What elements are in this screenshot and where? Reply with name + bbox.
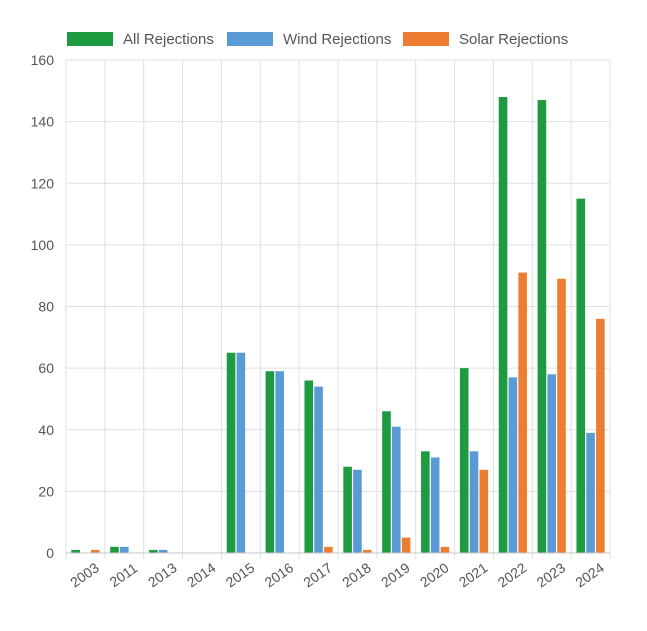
bar-solar-rejections bbox=[440, 546, 450, 553]
bar-wind-rejections bbox=[275, 371, 285, 553]
y-tick-label: 120 bbox=[31, 175, 55, 191]
bar-all-rejections bbox=[149, 549, 158, 553]
bar-wind-rejections bbox=[314, 386, 323, 553]
x-tick-label: 2023 bbox=[533, 559, 568, 590]
bar-all-rejections bbox=[71, 549, 80, 553]
bar-wind-rejections bbox=[430, 457, 440, 553]
legend-label-wind: Wind Rejections bbox=[283, 30, 392, 48]
bar-wind-rejections bbox=[508, 377, 518, 553]
x-tick-label: 2003 bbox=[67, 559, 102, 590]
y-tick-label: 0 bbox=[46, 545, 54, 561]
x-tick-label: 2024 bbox=[572, 559, 607, 590]
bar-solar-rejections bbox=[557, 278, 566, 553]
x-tick-label: 2019 bbox=[378, 559, 413, 590]
legend-label-all: All Rejections bbox=[123, 30, 214, 48]
y-tick-label: 80 bbox=[38, 299, 54, 315]
bar-solar-rejections bbox=[90, 549, 100, 553]
x-tick-label: 2011 bbox=[106, 560, 140, 590]
bar-wind-rejections bbox=[469, 451, 479, 553]
legend-label-solar: Solar Rejections bbox=[459, 30, 569, 48]
y-tick-label: 160 bbox=[31, 52, 55, 68]
x-tick-label: 2021 bbox=[456, 559, 491, 590]
legend-swatch-solar bbox=[403, 32, 449, 46]
x-tick-label: 2020 bbox=[417, 559, 452, 590]
bar-solar-rejections bbox=[596, 318, 605, 553]
legend-item-solar[interactable]: Solar Rejections bbox=[403, 28, 568, 50]
y-tick-label: 40 bbox=[38, 422, 54, 438]
bar-solar-rejections bbox=[518, 272, 527, 553]
bar-solar-rejections bbox=[479, 469, 489, 553]
x-tick-label: 2016 bbox=[261, 559, 296, 590]
bar-wind-rejections bbox=[586, 432, 595, 553]
bar-wind-rejections bbox=[158, 549, 168, 553]
bar-all-rejections bbox=[265, 371, 275, 553]
bar-all-rejections bbox=[110, 546, 119, 553]
legend-swatch-all bbox=[67, 32, 113, 46]
bar-wind-rejections bbox=[119, 546, 129, 553]
bar-all-rejections bbox=[498, 96, 508, 553]
bar-wind-rejections bbox=[391, 426, 401, 553]
bar-all-rejections bbox=[304, 380, 314, 553]
bar-solar-rejections bbox=[362, 549, 372, 553]
x-tick-label: 2013 bbox=[145, 559, 180, 590]
bar-all-rejections bbox=[382, 411, 391, 553]
bar-solar-rejections bbox=[401, 537, 411, 553]
bar-wind-rejections bbox=[547, 374, 557, 553]
x-tick-label: 2015 bbox=[223, 559, 258, 590]
bar-all-rejections bbox=[537, 100, 547, 554]
bar-solar-rejections bbox=[324, 546, 333, 553]
x-tick-label: 2014 bbox=[184, 559, 219, 590]
y-tick-label: 60 bbox=[38, 360, 54, 376]
bar-all-rejections bbox=[576, 198, 586, 553]
x-tick-label: 2022 bbox=[495, 559, 530, 590]
legend-swatch-wind bbox=[227, 32, 273, 46]
legend-item-wind[interactable]: Wind Rejections bbox=[227, 28, 391, 50]
y-tick-label: 140 bbox=[31, 114, 55, 130]
y-tick-label: 100 bbox=[31, 237, 55, 253]
legend: All Rejections Wind Rejections Solar Rej… bbox=[0, 28, 647, 50]
bar-all-rejections bbox=[459, 368, 469, 553]
legend-item-all[interactable]: All Rejections bbox=[67, 28, 214, 50]
y-tick-label: 20 bbox=[38, 483, 54, 499]
bar-wind-rejections bbox=[353, 469, 362, 553]
x-tick-label: 2017 bbox=[300, 559, 335, 590]
bar-all-rejections bbox=[343, 466, 352, 553]
bar-all-rejections bbox=[421, 451, 430, 553]
bar-all-rejections bbox=[226, 352, 236, 553]
bar-wind-rejections bbox=[236, 352, 246, 553]
x-tick-label: 2018 bbox=[339, 559, 374, 590]
